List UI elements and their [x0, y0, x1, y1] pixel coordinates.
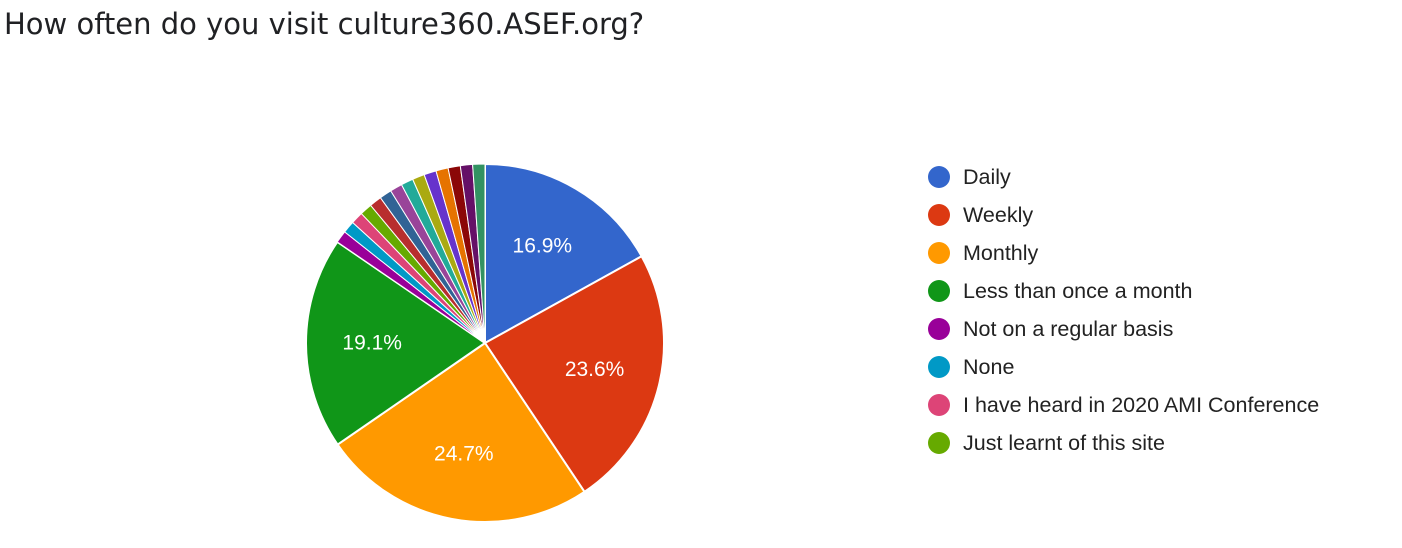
legend-swatch [928, 242, 950, 264]
legend-label: I have heard in 2020 AMI Conference [963, 392, 1320, 417]
legend-label: Just learnt of this site [963, 430, 1165, 455]
legend-swatch [928, 166, 950, 188]
legend-item-weekly[interactable]: Weekly [928, 196, 1319, 234]
legend-item-none[interactable]: None [928, 348, 1319, 386]
legend-item-daily[interactable]: Daily [928, 158, 1319, 196]
legend-item-just-learnt-of-this-site[interactable]: Just learnt of this site [928, 424, 1319, 462]
legend-swatch [928, 356, 950, 378]
legend-label: Monthly [963, 240, 1039, 265]
legend-label: Weekly [963, 202, 1034, 227]
pie-slice-monthly[interactable] [336, 342, 586, 523]
slice-percent-label: 24.7% [434, 442, 494, 465]
legend-label: Daily [963, 164, 1011, 189]
slice-percent-label: 19.1% [342, 332, 402, 355]
chart-title: How often do you visit culture360.ASEF.o… [4, 7, 645, 41]
pie-chart: 16.9% 23.6% 24.7% 19.1% [304, 163, 665, 523]
legend-label: Less than once a month [963, 278, 1193, 303]
legend-label: Not on a regular basis [963, 316, 1174, 341]
pie-slice-less-than-once-a-month[interactable] [304, 240, 486, 446]
pie-slice-daily[interactable] [484, 163, 643, 344]
legend-label: None [963, 354, 1015, 379]
legend-item-i-have-heard-in-2020-ami-conference[interactable]: I have heard in 2020 AMI Conference [928, 386, 1319, 424]
legend-item-less-than-once-a-month[interactable]: Less than once a month [928, 272, 1319, 310]
legend-swatch [928, 280, 950, 302]
legend-swatch [928, 394, 950, 416]
legend-swatch [928, 432, 950, 454]
legend-swatch [928, 318, 950, 340]
chart-legend: Daily Weekly Monthly Less than once a month… [928, 158, 1319, 462]
legend-swatch [928, 204, 950, 226]
pie-slice-other-18[interactable] [472, 163, 486, 344]
slice-percent-label: 23.6% [565, 358, 625, 381]
legend-item-not-on-a-regular-basis[interactable]: Not on a regular basis [928, 310, 1319, 348]
legend-item-monthly[interactable]: Monthly [928, 234, 1319, 272]
pie-slice-weekly[interactable] [484, 255, 665, 493]
slice-percent-label: 16.9% [513, 234, 573, 257]
